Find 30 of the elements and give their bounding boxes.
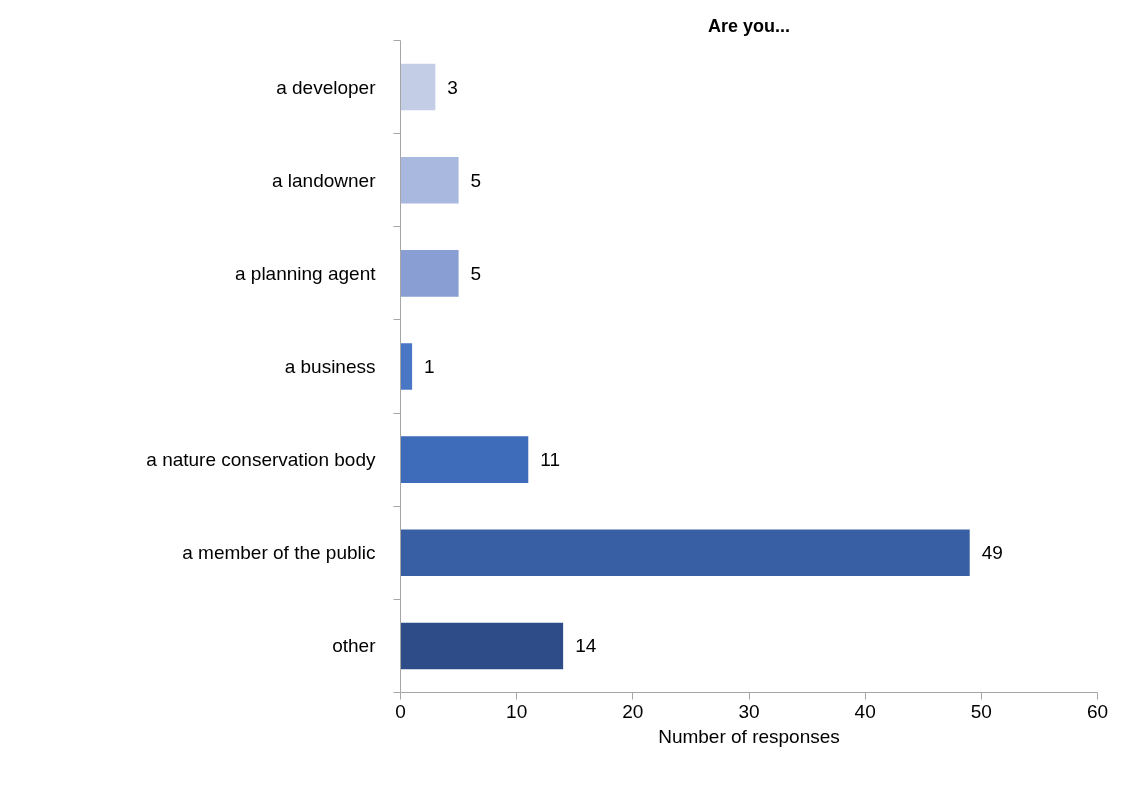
bar: [400, 250, 459, 297]
x-tick-label: 20: [622, 700, 644, 722]
x-tick-label: 50: [970, 700, 992, 722]
y-tick-label: a developer: [276, 76, 377, 98]
data-label: 5: [470, 169, 482, 191]
bar: [400, 63, 436, 111]
x-tick-label: 0: [395, 700, 406, 722]
y-tick-label: a member of the public: [182, 542, 376, 564]
y-tick-label: a business: [284, 356, 376, 377]
y-tick-label: a nature conservation body: [146, 449, 376, 471]
bar: [400, 622, 564, 670]
data-label: 3: [447, 76, 458, 98]
data-label: 1: [424, 356, 435, 377]
chart-title: Are you...: [707, 15, 791, 36]
bar: [400, 343, 413, 390]
x-tick-label: 60: [1086, 700, 1109, 722]
bar: [400, 156, 459, 204]
bar: [400, 436, 529, 483]
data-label: 49: [981, 542, 1003, 564]
y-tick-label: other: [332, 635, 377, 657]
x-tick-label: 40: [854, 700, 876, 722]
data-label: 5: [470, 262, 482, 284]
x-tick-label: 10: [506, 700, 528, 722]
x-tick-label: 30: [738, 700, 760, 722]
y-tick-label: a landowner: [271, 169, 377, 191]
x-axis-title: Number of responses: [658, 725, 840, 747]
bar: [400, 529, 970, 577]
data-label: 11: [540, 449, 561, 471]
y-tick-label: a planning agent: [234, 262, 377, 284]
data-label: 14: [575, 635, 597, 657]
